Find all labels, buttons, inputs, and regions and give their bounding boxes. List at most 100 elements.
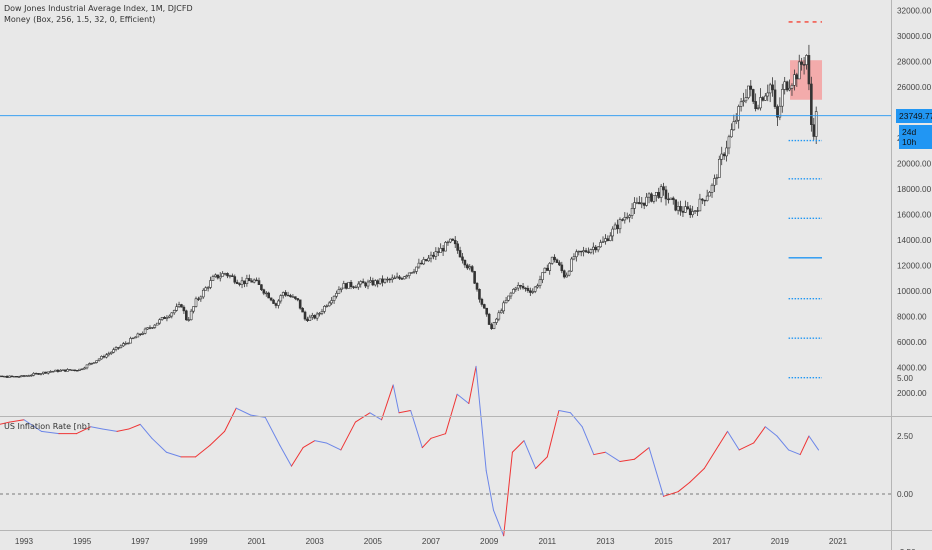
- price-candle: [744, 89, 748, 104]
- price-candle: [192, 305, 195, 314]
- candle-body: [75, 370, 79, 372]
- price-pane[interactable]: [0, 21, 891, 381]
- price-candle: [417, 258, 421, 269]
- price-candle: [630, 203, 634, 219]
- price-candle: [548, 261, 552, 275]
- price-tick-label: 18000.00: [897, 185, 932, 194]
- price-candle: [122, 341, 125, 347]
- candle-body: [146, 327, 149, 330]
- candle-body: [453, 240, 457, 245]
- price-candle: [575, 249, 578, 262]
- price-candle: [485, 307, 489, 317]
- candle-body: [512, 289, 515, 294]
- price-candle: [793, 69, 796, 91]
- inflation-line-segment: [689, 467, 705, 483]
- candle-body: [347, 281, 350, 289]
- price-tick-label: 32000.00: [897, 7, 932, 16]
- candle-body: [136, 333, 140, 338]
- price-candle: [291, 294, 295, 298]
- candle-body: [734, 119, 738, 122]
- price-candle: [771, 77, 774, 97]
- candle-body: [628, 215, 631, 218]
- candle-body: [810, 83, 813, 125]
- price-candle: [284, 290, 287, 297]
- price-candle: [327, 301, 331, 307]
- inflation-tick-label: 2.50: [897, 432, 913, 441]
- price-candle: [151, 326, 154, 330]
- candle-body: [536, 285, 539, 288]
- candle-body: [0, 375, 2, 378]
- candle-body: [461, 256, 464, 261]
- price-candle: [652, 195, 656, 204]
- inflation-tick-label: 0.00: [897, 490, 913, 499]
- candle-body: [480, 298, 484, 305]
- candle-body: [773, 89, 777, 107]
- candle-body: [177, 304, 181, 307]
- price-candle: [785, 80, 789, 92]
- candle-body: [705, 195, 709, 201]
- candle-body: [245, 278, 249, 284]
- inflation-line-segment: [485, 470, 495, 511]
- price-candle: [710, 183, 714, 198]
- price-candle: [800, 57, 803, 71]
- indicator-title: Money (Box, 256, 1.5, 32, 0, Efficient): [4, 15, 156, 24]
- candle-body: [369, 280, 372, 283]
- price-candle: [286, 291, 290, 297]
- price-candle: [54, 369, 57, 372]
- candle-body: [458, 250, 462, 258]
- candle-body: [577, 250, 581, 253]
- candle-body: [403, 276, 406, 280]
- price-candle: [146, 327, 149, 330]
- candle-body: [485, 307, 489, 315]
- time-tick-label: 1995: [73, 537, 92, 546]
- candle-body: [289, 295, 292, 298]
- candle-body: [112, 349, 115, 353]
- candle-body: [119, 345, 123, 349]
- price-candle: [206, 285, 210, 292]
- price-candle: [717, 155, 721, 178]
- price-candle: [797, 54, 801, 80]
- candle-body: [434, 251, 438, 257]
- candle-body: [233, 276, 237, 283]
- candle-body: [281, 292, 285, 296]
- candle-body: [805, 55, 808, 65]
- candle-body: [54, 369, 57, 372]
- price-candle: [267, 291, 270, 299]
- candle-body: [608, 235, 612, 241]
- price-candle: [458, 246, 462, 258]
- price-candle: [158, 318, 161, 325]
- price-candle: [407, 272, 411, 279]
- candle-body: [713, 178, 716, 186]
- price-candle: [645, 192, 648, 207]
- candle-body: [587, 251, 590, 253]
- inflation-pane[interactable]: [0, 365, 891, 537]
- price-candle: [589, 248, 593, 255]
- candle-body: [504, 299, 508, 304]
- candle-body: [640, 202, 644, 205]
- candle-body: [679, 206, 682, 212]
- price-candle: [371, 277, 375, 287]
- price-candle: [180, 303, 183, 308]
- candle-body: [390, 277, 394, 280]
- candle-body: [143, 328, 147, 334]
- price-candle: [761, 95, 765, 102]
- candle-body: [725, 147, 728, 157]
- candle-body: [710, 184, 714, 193]
- price-candle: [424, 259, 428, 262]
- time-tick-label: 2009: [480, 537, 499, 546]
- inflation-line-segment: [224, 407, 237, 432]
- candle-body: [764, 95, 767, 101]
- price-candle: [383, 278, 387, 284]
- price-candle: [386, 276, 389, 283]
- symbol-title: Dow Jones Industrial Average Index, 1M, …: [4, 4, 193, 13]
- candle-body: [657, 192, 661, 198]
- price-candle: [134, 336, 137, 339]
- candle-body: [315, 313, 319, 319]
- price-candle: [197, 296, 200, 301]
- price-candle: [354, 285, 358, 289]
- price-candle: [715, 174, 719, 185]
- inflation-line-segment: [764, 426, 778, 437]
- candle-body: [296, 298, 300, 301]
- price-candle: [8, 375, 11, 378]
